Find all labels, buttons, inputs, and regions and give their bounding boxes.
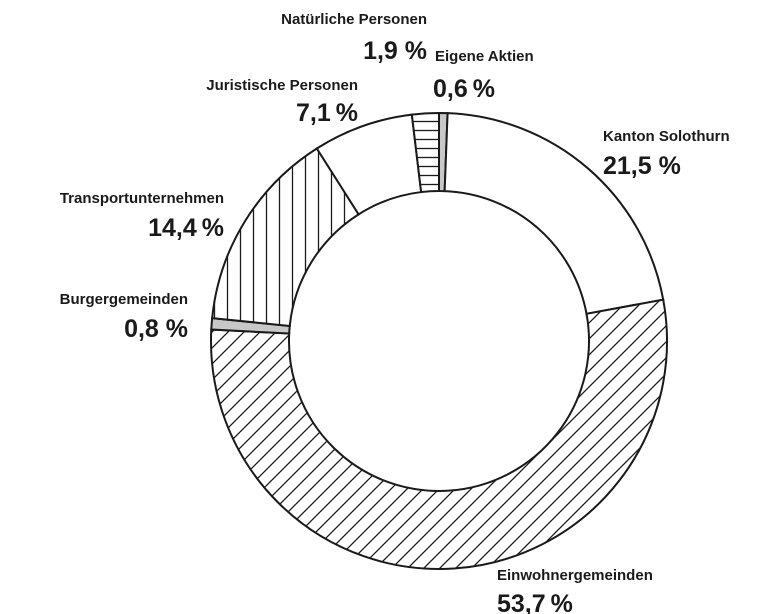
- slice-label-transportunternehmen: Transportunternehmen: [60, 190, 224, 207]
- slices-group: [210, 111, 668, 570]
- slice-value-einwohnergemeinden: 53,7 %: [497, 590, 573, 614]
- slice-value-eigene-aktien: 0,6 %: [433, 75, 495, 103]
- slice-value-burgergemeinden: 0,8 %: [124, 315, 188, 343]
- slice-label-einwohnergemeinden: Einwohnergemeinden: [497, 567, 653, 584]
- slice-natuerliche-personen: [410, 111, 440, 194]
- slice-einwohnergemeinden: [210, 298, 668, 570]
- slice-label-eigene-aktien: Eigene Aktien: [435, 48, 534, 65]
- labels-group: Eigene Aktien 0,6 % Kanton Solothurn 21,…: [60, 11, 730, 614]
- slice-value-juristische-personen: 7,1 %: [296, 99, 358, 127]
- slice-label-natuerliche-personen: Natürliche Personen: [281, 11, 427, 28]
- slice-value-natuerliche-personen: 1,9 %: [363, 37, 427, 65]
- slice-value-kanton-solothurn: 21,5 %: [603, 152, 681, 180]
- slice-kanton-solothurn: [443, 112, 665, 315]
- slice-label-kanton-solothurn: Kanton Solothurn: [603, 128, 730, 145]
- slice-label-juristische-personen: Juristische Personen: [206, 77, 358, 94]
- slice-value-transportunternehmen: 14,4 %: [148, 214, 224, 242]
- slice-label-burgergemeinden: Burgergemeinden: [60, 291, 188, 308]
